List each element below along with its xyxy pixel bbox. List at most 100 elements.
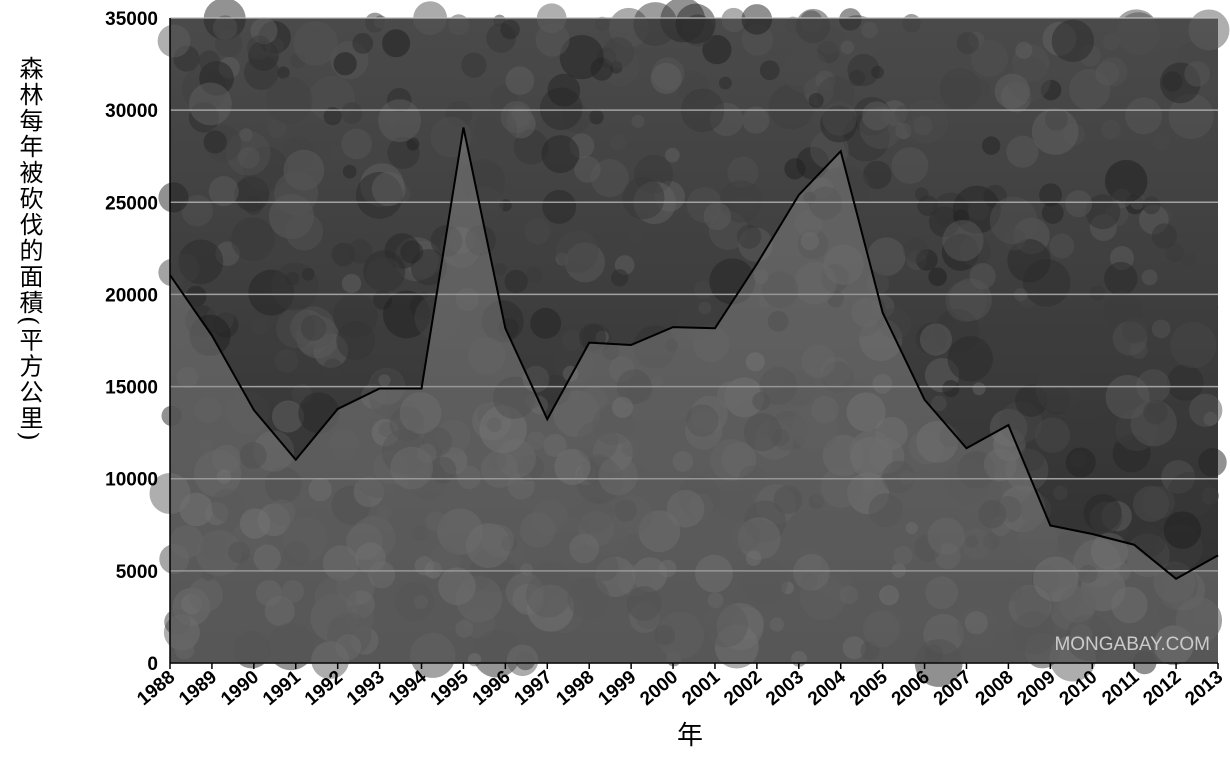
tree-crown [879, 307, 912, 340]
tree-crown [773, 485, 803, 515]
x-tick-label: 1989 [175, 667, 221, 710]
tree-crown [1104, 159, 1148, 203]
tree-crown [633, 325, 677, 369]
tree-crown [914, 187, 929, 201]
tree-crown [174, 639, 195, 660]
tree-crown [672, 451, 694, 472]
tree-crown [430, 225, 463, 257]
tree-crown [1168, 93, 1214, 139]
tree-crown [543, 433, 567, 458]
tree-crown [1059, 585, 1097, 623]
tree-crown [208, 176, 239, 207]
tree-crown [1151, 319, 1171, 339]
tree-crown [203, 130, 227, 154]
tree-crown [971, 79, 991, 99]
tree-crown [1152, 133, 1170, 151]
tree-crown [1170, 321, 1217, 369]
tree-crown [598, 455, 638, 496]
tree-crown [594, 16, 610, 31]
tree-crown [808, 92, 824, 108]
tree-crown [842, 636, 866, 660]
tree-crown [225, 390, 270, 435]
tree-crown [956, 32, 979, 55]
tree-crown [868, 493, 903, 528]
tree-crown [753, 269, 769, 285]
tree-crown [365, 257, 403, 294]
tree-crown [347, 239, 373, 264]
tree-crown [978, 500, 1007, 529]
tree-crown [520, 563, 533, 576]
tree-crown [743, 413, 782, 452]
tree-crown [281, 580, 305, 603]
tree-crown [394, 582, 434, 622]
tree-crown [800, 231, 820, 251]
tree-crown [665, 147, 680, 163]
tree-crown [228, 541, 251, 564]
tree-crown [902, 14, 921, 33]
tree-crown [795, 209, 823, 238]
tree-crown [283, 540, 310, 567]
tree-crown [905, 521, 918, 535]
tree-crown [243, 54, 279, 90]
tree-crown [795, 8, 831, 44]
tree-crown [345, 604, 375, 633]
tree-crown [525, 266, 543, 284]
tree-crown [461, 52, 487, 78]
tree-crown [947, 336, 993, 382]
tree-crown [945, 280, 987, 322]
tree-crown [759, 60, 780, 81]
tree-crown [588, 109, 604, 125]
tree-crown [882, 460, 915, 494]
tree-crown [170, 253, 200, 284]
tree-crown [340, 102, 363, 124]
tree-crown [1049, 233, 1075, 259]
tree-crown [368, 561, 396, 589]
tree-crown [964, 611, 988, 635]
tree-crown [1078, 564, 1098, 584]
tree-crown [567, 577, 610, 620]
tree-crown [438, 567, 476, 606]
tree-crown [703, 603, 748, 648]
tree-crown [525, 572, 572, 618]
tree-crown [196, 530, 242, 576]
tree-crown [376, 505, 392, 520]
tree-crown [707, 592, 724, 609]
tree-crown [1006, 135, 1039, 168]
tree-crown [927, 517, 965, 555]
tree-crown [231, 217, 275, 261]
tree-crown [716, 381, 745, 410]
tree-crown [399, 392, 442, 434]
tree-crown [944, 459, 990, 505]
tree-crown [271, 400, 305, 433]
tree-crown [939, 425, 961, 448]
tree-crown [232, 630, 271, 669]
tree-crown [455, 619, 474, 638]
tree-crown [481, 300, 524, 343]
tree-crown [989, 196, 1038, 245]
tree-crown [698, 301, 712, 315]
tree-crown [702, 35, 732, 65]
tree-crown [500, 19, 520, 40]
tree-crown [589, 551, 619, 582]
tree-crown [505, 66, 535, 96]
tree-crown [504, 269, 528, 294]
tree-crown [1039, 183, 1063, 207]
tree-crown [255, 580, 283, 607]
tree-crown [745, 550, 762, 567]
tree-crown [903, 237, 929, 263]
tree-crown [417, 443, 437, 463]
tree-crown [1065, 447, 1096, 478]
tree-crown [576, 420, 619, 463]
tree-crown [574, 156, 601, 183]
tree-crown [500, 101, 533, 134]
tree-crown [1181, 251, 1197, 267]
tree-crown [942, 219, 984, 262]
tree-crown [323, 107, 342, 126]
tree-crown [838, 289, 887, 337]
x-tick-label: 2003 [762, 667, 808, 710]
watermark: MONGABAY.COM [1054, 634, 1210, 655]
x-tick-label: 1999 [594, 667, 640, 710]
tree-crown [561, 329, 583, 351]
tree-crown [1065, 190, 1093, 218]
y-tick-label: 0 [147, 654, 158, 675]
